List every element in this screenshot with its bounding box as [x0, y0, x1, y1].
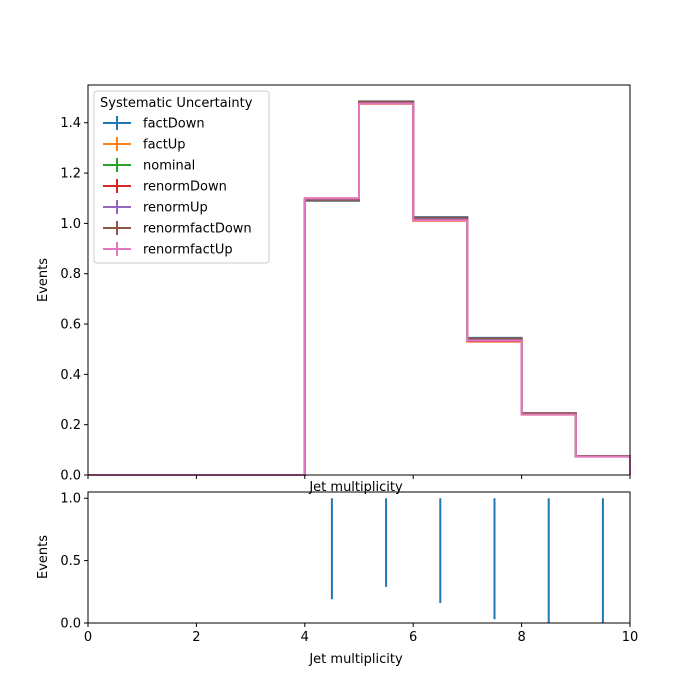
bottom-x-tick-label: 0	[84, 630, 92, 645]
y-tick-label: 1.2	[60, 167, 81, 182]
y-tick-label: 0.4	[60, 368, 81, 383]
legend-label: nominal	[143, 159, 195, 174]
bottom-plot-frame	[87, 491, 631, 624]
legend-title: Systematic Uncertainty	[100, 96, 253, 111]
x-axis-ticks	[87, 475, 631, 479]
bottom-series-group	[330, 498, 604, 623]
legend-items: factDown factUp nominal renormDown renormUp r…	[103, 116, 252, 258]
bottom-y-tick-label: 0.5	[60, 554, 81, 569]
bottom-x-tick-label: 8	[517, 630, 525, 645]
legend-box	[93, 90, 270, 264]
y-tick-label: 0.2	[60, 418, 81, 433]
legend-item-factDown: factDown	[103, 116, 205, 132]
y-axis-ticks: 0.0 0.2 0.4 0.6 0.8 1.0 1.2 1.4	[60, 116, 88, 484]
legend-label: factDown	[143, 117, 205, 132]
y-tick-label: 1.4	[60, 116, 81, 131]
legend-item-renormDown: renormDown	[103, 179, 227, 195]
legend-item-renormUp: renormUp	[103, 200, 208, 216]
bottom-y-tick-label: 1.0	[60, 492, 81, 507]
bottom-x-tick-label: 4	[301, 630, 309, 645]
legend-label: renormUp	[143, 201, 208, 216]
main-x-axis-label: Jet multiplicity	[308, 480, 403, 495]
legend-label: renormfactUp	[143, 243, 233, 258]
legend-item-renormfactDown: renormfactDown	[103, 221, 252, 237]
ratio-panel: 0.0 0.5 1.0 0 2 4 6 8 10 Events Jet multiplicit…	[36, 491, 638, 667]
legend-label: renormfactDown	[143, 222, 252, 237]
main-y-axis-label: Events	[36, 258, 51, 302]
bottom-x-axis-ticks: 0 2 4 6 8 10	[84, 623, 638, 645]
bottom-y-tick-label: 0.0	[60, 617, 81, 632]
bottom-y-axis-ticks: 0.0 0.5 1.0	[60, 492, 88, 632]
y-tick-label: 1.0	[60, 217, 81, 232]
legend-item-nominal: nominal	[103, 158, 195, 174]
legend-label: renormDown	[143, 180, 227, 195]
bottom-x-tick-label: 2	[192, 630, 200, 645]
y-tick-label: 0.8	[60, 267, 81, 282]
legend-label: factUp	[143, 138, 186, 153]
legend-item-renormfactUp: renormfactUp	[103, 242, 233, 258]
bottom-y-axis-label: Events	[36, 535, 51, 579]
legend-item-factUp: factUp	[103, 137, 186, 153]
y-tick-label: 0.6	[60, 318, 81, 333]
bottom-x-tick-label: 10	[622, 630, 639, 645]
main-histogram-panel: 0.0 0.2 0.4 0.6 0.8 1.0 1.2 1.4 Events Jet mult…	[36, 84, 631, 495]
bottom-x-tick-label: 6	[409, 630, 417, 645]
main-plot-frame	[87, 84, 631, 476]
bottom-x-axis-label: Jet multiplicity	[308, 652, 403, 667]
y-tick-label: 0.0	[60, 469, 81, 484]
legend: Systematic Uncertainty factDown factUp nom…	[93, 90, 270, 264]
